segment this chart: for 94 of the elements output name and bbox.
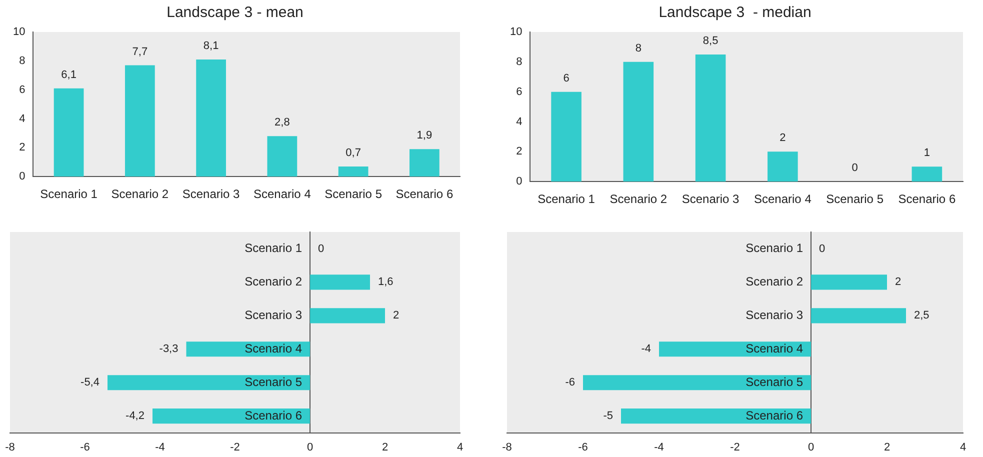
data-label: 0 bbox=[318, 242, 324, 255]
x-tick-label: 2 bbox=[884, 441, 890, 454]
x-tick-label: -2 bbox=[230, 441, 240, 454]
x-tick-label: Scenario 6 bbox=[898, 192, 956, 206]
x-tick-label: 0 bbox=[306, 441, 314, 454]
y-tick-label: 6 bbox=[516, 86, 522, 98]
x-tick-label: 2 bbox=[382, 441, 388, 454]
data-label: -5,4 bbox=[80, 376, 100, 389]
y-tick-label: 8 bbox=[516, 56, 522, 68]
y-tick-label: 8 bbox=[19, 54, 26, 67]
bar bbox=[623, 62, 654, 182]
data-label: -4,2 bbox=[126, 410, 144, 422]
y-tick-label: Scenario 2 bbox=[244, 274, 302, 289]
x-tick-label: -6 bbox=[80, 441, 90, 454]
x-tick-label: Scenario 3 bbox=[182, 187, 240, 202]
y-tick-label: 10 bbox=[510, 26, 522, 38]
y-tick-label: 4 bbox=[19, 112, 26, 125]
y-tick-label: 6 bbox=[19, 84, 26, 96]
y-tick-label: 0 bbox=[19, 170, 26, 183]
x-tick-label: Scenario 3 bbox=[682, 192, 740, 206]
bar bbox=[768, 152, 798, 182]
y-tick-label: 10 bbox=[12, 26, 26, 38]
data-label: -4 bbox=[641, 343, 651, 356]
bar bbox=[811, 274, 887, 290]
x-tick-label: -4 bbox=[155, 441, 165, 454]
x-tick-label: 0 bbox=[808, 441, 814, 454]
y-tick-label: Scenario 5 bbox=[244, 374, 302, 389]
data-label: 1,9 bbox=[416, 130, 432, 142]
chart-title: Landscape 3 - mean bbox=[166, 4, 304, 22]
x-tick-label: -4 bbox=[654, 441, 664, 454]
x-tick-label: Scenario 5 bbox=[324, 187, 382, 202]
y-tick-label: Scenario 3 bbox=[244, 308, 302, 322]
x-tick-label: 4 bbox=[456, 441, 464, 454]
y-tick-label: Scenario 1 bbox=[746, 241, 804, 256]
bar bbox=[124, 65, 155, 177]
y-tick-label: Scenario 4 bbox=[244, 341, 302, 356]
bar bbox=[108, 375, 310, 390]
x-tick-label: Scenario 1 bbox=[538, 192, 596, 206]
x-tick-label: Scenario 2 bbox=[111, 187, 169, 202]
data-label: -6 bbox=[565, 376, 575, 389]
bar bbox=[196, 59, 226, 177]
data-label: -3,3 bbox=[159, 343, 178, 356]
data-label: 7,7 bbox=[132, 46, 148, 58]
y-tick-label: Scenario 6 bbox=[746, 408, 804, 422]
bar bbox=[310, 274, 370, 290]
data-label: 2 bbox=[895, 276, 902, 288]
bar bbox=[54, 88, 84, 177]
chart-title: Landscape 3 - median bbox=[658, 4, 812, 22]
data-label: 0 bbox=[852, 162, 858, 174]
data-label: 0 bbox=[819, 242, 826, 255]
x-tick-label: -2 bbox=[730, 441, 740, 454]
y-tick-label: Scenario 3 bbox=[746, 308, 804, 322]
bar bbox=[621, 408, 811, 424]
x-tick-label: 4 bbox=[960, 441, 966, 454]
bar bbox=[310, 308, 385, 324]
x-tick-label: Scenario 2 bbox=[610, 192, 668, 206]
x-tick-label: -6 bbox=[578, 441, 588, 454]
data-label: 8 bbox=[635, 42, 642, 54]
y-tick-label: 4 bbox=[516, 116, 522, 128]
x-tick-label: Scenario 6 bbox=[396, 187, 454, 202]
data-label: 2,5 bbox=[914, 310, 930, 322]
bar bbox=[912, 166, 942, 182]
x-tick-label: -8 bbox=[5, 441, 15, 454]
data-label: 2,8 bbox=[274, 116, 290, 129]
data-label: 0,7 bbox=[346, 147, 361, 160]
bar bbox=[695, 54, 726, 182]
data-label: 2 bbox=[393, 310, 400, 322]
y-tick-label: 2 bbox=[516, 146, 522, 158]
y-tick-label: 0 bbox=[516, 176, 522, 188]
y-tick-label: Scenario 2 bbox=[746, 274, 804, 289]
y-tick-label: Scenario 6 bbox=[244, 408, 302, 422]
bar bbox=[267, 136, 298, 177]
x-tick-label: -8 bbox=[502, 441, 512, 454]
data-label: 2 bbox=[780, 132, 786, 144]
data-label: 6,1 bbox=[61, 68, 76, 81]
bar bbox=[551, 92, 582, 182]
data-label: 8,5 bbox=[702, 34, 718, 47]
bar bbox=[659, 342, 811, 357]
bar bbox=[811, 308, 906, 324]
x-tick-label: Scenario 5 bbox=[826, 192, 884, 206]
bar bbox=[152, 408, 310, 424]
data-label: 1 bbox=[924, 147, 930, 160]
data-label: -5 bbox=[603, 410, 613, 422]
data-label: 8,1 bbox=[203, 40, 219, 52]
bar bbox=[583, 375, 811, 390]
y-tick-label: Scenario 1 bbox=[244, 241, 302, 256]
y-tick-label: Scenario 4 bbox=[746, 341, 804, 356]
data-label: 6 bbox=[563, 72, 570, 84]
y-tick-label: Scenario 5 bbox=[746, 374, 804, 389]
bar bbox=[338, 166, 368, 177]
y-tick-label: 2 bbox=[19, 142, 26, 154]
x-tick-label: Scenario 1 bbox=[40, 187, 98, 202]
bar bbox=[410, 149, 440, 177]
data-label: 1,6 bbox=[378, 276, 394, 288]
